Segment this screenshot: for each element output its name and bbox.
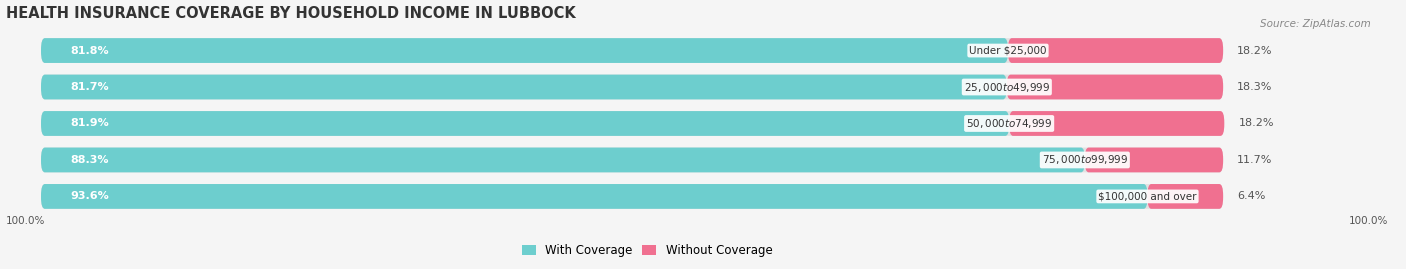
Text: 81.8%: 81.8% — [70, 45, 110, 55]
Text: 88.3%: 88.3% — [70, 155, 110, 165]
Text: 81.9%: 81.9% — [70, 118, 110, 129]
Text: $100,000 and over: $100,000 and over — [1098, 192, 1197, 201]
FancyBboxPatch shape — [41, 75, 1223, 100]
FancyBboxPatch shape — [41, 38, 1008, 63]
FancyBboxPatch shape — [41, 184, 1147, 209]
Text: $25,000 to $49,999: $25,000 to $49,999 — [963, 80, 1050, 94]
Text: $50,000 to $74,999: $50,000 to $74,999 — [966, 117, 1052, 130]
Text: 100.0%: 100.0% — [6, 216, 45, 226]
Text: 93.6%: 93.6% — [70, 192, 110, 201]
FancyBboxPatch shape — [41, 148, 1223, 172]
Text: 11.7%: 11.7% — [1237, 155, 1272, 165]
FancyBboxPatch shape — [41, 75, 1007, 100]
FancyBboxPatch shape — [1007, 75, 1223, 100]
Text: Under $25,000: Under $25,000 — [969, 45, 1046, 55]
FancyBboxPatch shape — [41, 38, 1223, 63]
Text: 18.2%: 18.2% — [1239, 118, 1274, 129]
FancyBboxPatch shape — [1147, 184, 1223, 209]
Text: 18.2%: 18.2% — [1237, 45, 1272, 55]
Text: $75,000 to $99,999: $75,000 to $99,999 — [1042, 153, 1128, 167]
FancyBboxPatch shape — [1010, 111, 1225, 136]
FancyBboxPatch shape — [1085, 148, 1223, 172]
Text: Source: ZipAtlas.com: Source: ZipAtlas.com — [1260, 19, 1371, 29]
FancyBboxPatch shape — [41, 184, 1223, 209]
Text: 81.7%: 81.7% — [70, 82, 110, 92]
Text: 18.3%: 18.3% — [1237, 82, 1272, 92]
FancyBboxPatch shape — [41, 111, 1010, 136]
FancyBboxPatch shape — [41, 148, 1085, 172]
Text: 100.0%: 100.0% — [1350, 216, 1389, 226]
FancyBboxPatch shape — [41, 111, 1223, 136]
FancyBboxPatch shape — [1008, 38, 1223, 63]
Legend: With Coverage, Without Coverage: With Coverage, Without Coverage — [517, 240, 778, 262]
Text: 6.4%: 6.4% — [1237, 192, 1265, 201]
Text: HEALTH INSURANCE COVERAGE BY HOUSEHOLD INCOME IN LUBBOCK: HEALTH INSURANCE COVERAGE BY HOUSEHOLD I… — [6, 6, 575, 21]
